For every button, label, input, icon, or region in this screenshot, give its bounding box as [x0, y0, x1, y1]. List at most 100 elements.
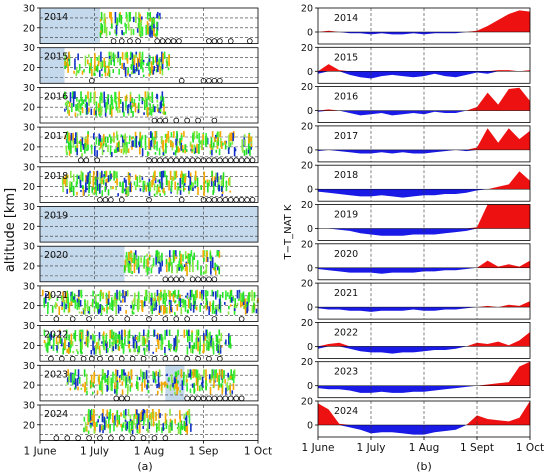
year-label: 2024 — [44, 409, 68, 420]
subplot-frame — [39, 245, 259, 283]
positive-area — [318, 171, 530, 190]
subplot-frame — [39, 364, 259, 402]
x-tick-label: 1 Oct — [244, 446, 272, 458]
panel-b-year-2022: 2022 0 20 — [301, 318, 531, 359]
y-tick-label: 30 — [23, 123, 35, 134]
subplot-frame — [39, 285, 259, 322]
x-tick-label: 1 July — [80, 446, 109, 458]
y-tick-label: 0 — [307, 303, 313, 314]
y-tick-label: 20 — [23, 261, 35, 272]
year-label: 2014 — [334, 13, 358, 24]
year-label: 2024 — [334, 406, 358, 417]
panel-b-year-2015: 2015 0 20 — [301, 43, 531, 84]
panel-a-year-2014: 2014 20 30 — [23, 4, 259, 44]
y-tick-label: 0 — [307, 145, 313, 156]
y-tick-label: 20 — [301, 357, 313, 368]
year-label: 2021 — [334, 288, 358, 299]
x-tick-label: 1 June — [24, 446, 57, 458]
year-label: 2020 — [44, 250, 68, 261]
y-tick-label: 0 — [307, 421, 313, 432]
y-tick-label: 0 — [307, 28, 313, 39]
positive-area — [318, 301, 530, 308]
panel-b-year-2020: 2020 0 20 — [301, 239, 531, 281]
y-tick-label: 30 — [23, 321, 35, 332]
y-tick-label: 20 — [301, 397, 313, 408]
y-tick-label: 20 — [23, 182, 35, 193]
y-tick-label: 20 — [301, 4, 313, 15]
year-label: 2017 — [334, 131, 358, 142]
panel-a-year-2021: 2021 20 30 — [23, 281, 259, 322]
year-label: 2018 — [334, 170, 358, 181]
positive-area — [318, 361, 530, 386]
subplot-frame — [317, 361, 531, 399]
year-label: 2016 — [44, 91, 68, 102]
positive-area — [318, 87, 530, 111]
panel-a-year-2018: 2018 20 30 — [23, 162, 259, 203]
y-tick-label: 30 — [23, 281, 35, 292]
y-tick-label: 20 — [23, 341, 35, 352]
positive-area — [318, 204, 530, 229]
y-tick-label: 0 — [307, 381, 313, 392]
y-tick-label: 0 — [307, 185, 313, 196]
panel-a: 2014 20 30 2015 20 30 2016 20 30 2017 20 30 2018 20 30… — [23, 4, 272, 458]
y-tick-label: 20 — [301, 43, 313, 54]
panel-b-year-2018: 2018 0 20 — [301, 161, 531, 202]
y-tick-label: 30 — [23, 202, 35, 213]
subplot-frame — [317, 204, 531, 241]
panel-b-year-2021: 2021 0 20 — [301, 279, 531, 320]
y-tick-label: 20 — [23, 222, 35, 233]
year-label: 2023 — [334, 367, 358, 378]
y-tick-label: 30 — [23, 401, 35, 412]
year-label: 2020 — [334, 249, 358, 260]
subplot-frame — [39, 87, 259, 124]
x-tick-label: 1 Aug — [134, 446, 165, 458]
subplot-frame — [39, 7, 259, 44]
subplot-frame — [39, 206, 259, 243]
year-label: 2019 — [334, 210, 358, 221]
x-tick-label: 1 Oct — [516, 442, 544, 454]
subplot-frame — [317, 7, 531, 45]
year-label: 2014 — [44, 12, 68, 23]
panel-b-year-2019: 2019 0 20 — [301, 200, 531, 241]
year-label: 2019 — [44, 211, 68, 222]
subplot-frame — [317, 46, 531, 84]
panel-b-year-2023: 2023 0 20 — [301, 357, 531, 399]
y-tick-label: 0 — [307, 67, 313, 78]
panel-b-year-2014: 2014 0 20 — [301, 4, 531, 45]
year-label: 2018 — [44, 171, 68, 182]
subplot-frame — [317, 321, 531, 359]
panel-a-year-2022: 2022 20 30 — [23, 321, 259, 362]
year-label: 2015 — [44, 52, 68, 63]
panel-a-year-2015: 2015 20 30 — [23, 43, 259, 84]
y-tick-label: 30 — [23, 83, 35, 94]
subplot-frame — [317, 86, 531, 123]
panel-a-year-2016: 2016 20 30 — [23, 83, 259, 124]
y-tick-label: 20 — [301, 239, 313, 250]
y-tick-label: 20 — [23, 142, 35, 153]
subplot-frame — [317, 164, 531, 202]
positive-area — [318, 64, 530, 72]
x-tick-label: 1 Sept — [460, 442, 494, 454]
panel-b-year-2024: 2024 0 20 — [301, 397, 531, 438]
shaded-region — [40, 8, 100, 44]
y-tick-label: 30 — [23, 361, 35, 372]
y-tick-label: 20 — [301, 82, 313, 93]
y-tick-label: 20 — [301, 279, 313, 290]
y-tick-label: 0 — [307, 342, 313, 353]
panel-b-label: (b) — [416, 460, 432, 473]
year-label: 2021 — [44, 290, 68, 301]
year-label: 2022 — [44, 330, 68, 341]
y-tick-label: 20 — [23, 63, 35, 74]
panel-b: 2014 0 20 2015 0 20 2016 0 20 2017 0 20 2018 0 20 2019 0… — [301, 4, 544, 455]
positive-area — [318, 260, 530, 268]
y-tick-label: 20 — [301, 200, 313, 211]
x-tick-label: 1 June — [302, 442, 335, 454]
x-tick-label: 1 July — [357, 442, 386, 454]
x-tick-label: 1 Sep — [189, 446, 219, 458]
y-tick-label: 20 — [23, 23, 35, 34]
panel-a-label: (a) — [137, 460, 152, 473]
y-tick-label: 20 — [23, 301, 35, 312]
y-tick-label: 20 — [23, 103, 35, 114]
